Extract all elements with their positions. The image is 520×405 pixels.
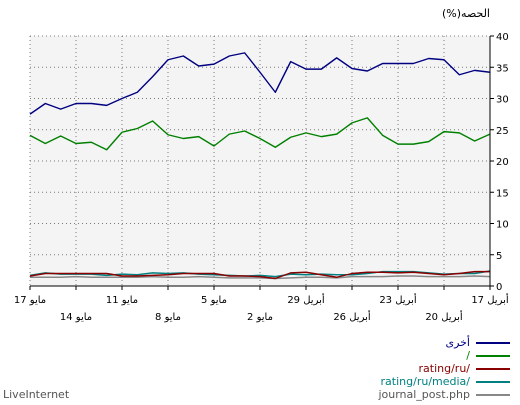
series-line — [29, 117, 491, 151]
tick-labels: 0 5 10 15 20 25 30 35 40 أبريل 17 أبريل 23 أبريل 29… — [14, 32, 509, 323]
legend-item: أخرى — [378, 336, 510, 349]
brand-label: LiveInternet — [3, 388, 70, 401]
x-tick-label: أبريل 26 — [333, 310, 371, 323]
legend-item: rating/ru/ — [378, 362, 510, 375]
legend-swatch — [476, 367, 510, 370]
y-tick-label: 5 — [496, 251, 502, 262]
legend-label: / — [466, 349, 470, 362]
legend-swatch — [476, 393, 510, 396]
series-line — [29, 270, 490, 280]
x-tick-label: مايو 8 — [155, 312, 181, 323]
y-tick-label: 20 — [496, 157, 509, 168]
x-tick-label: مايو 17 — [14, 295, 46, 306]
x-tick-label: أبريل 29 — [287, 293, 325, 306]
y-tick-label: 25 — [496, 126, 509, 137]
x-tick-label: أبريل 17 — [471, 293, 509, 306]
x-tick-label: مايو 11 — [106, 295, 138, 306]
x-tick-label: أبريل 23 — [379, 293, 417, 306]
legend-swatch — [476, 341, 510, 344]
y-tick-label: 10 — [496, 220, 509, 231]
y-tick-label: 40 — [496, 32, 509, 43]
series-line — [29, 52, 491, 115]
legend-label: journal_post.php — [378, 388, 470, 401]
legend: أخرى / rating/ru/rating/ru/media/journal_p… — [378, 336, 510, 401]
legend-label: rating/ru/media/ — [380, 375, 470, 388]
legend-swatch — [476, 354, 510, 357]
x-tick-label: مايو 2 — [247, 312, 273, 323]
legend-label: rating/ru/ — [418, 362, 471, 375]
y-tick-label: 30 — [496, 95, 509, 106]
line-chart: 0 5 10 15 20 25 30 35 40 أبريل 17 أبريل 23 أبريل 29… — [14, 7, 509, 323]
grid-lines — [29, 35, 491, 286]
y-axis-label: (%)الحصه — [442, 7, 490, 20]
x-tick-label: مايو 14 — [60, 312, 92, 323]
legend-swatch — [476, 380, 510, 383]
x-tick-label: مايو 5 — [201, 295, 227, 306]
series-layer — [29, 52, 491, 280]
legend-item: rating/ru/media/ — [378, 375, 510, 388]
legend-item: journal_post.php — [378, 388, 510, 401]
y-tick-label: 0 — [496, 282, 502, 293]
y-tick-label: 15 — [496, 188, 509, 199]
legend-label: أخرى — [445, 336, 470, 349]
series-line — [30, 275, 491, 280]
legend-item: / — [378, 349, 510, 362]
x-tick-label: أبريل 20 — [425, 310, 463, 323]
y-tick-label: 35 — [496, 63, 509, 74]
